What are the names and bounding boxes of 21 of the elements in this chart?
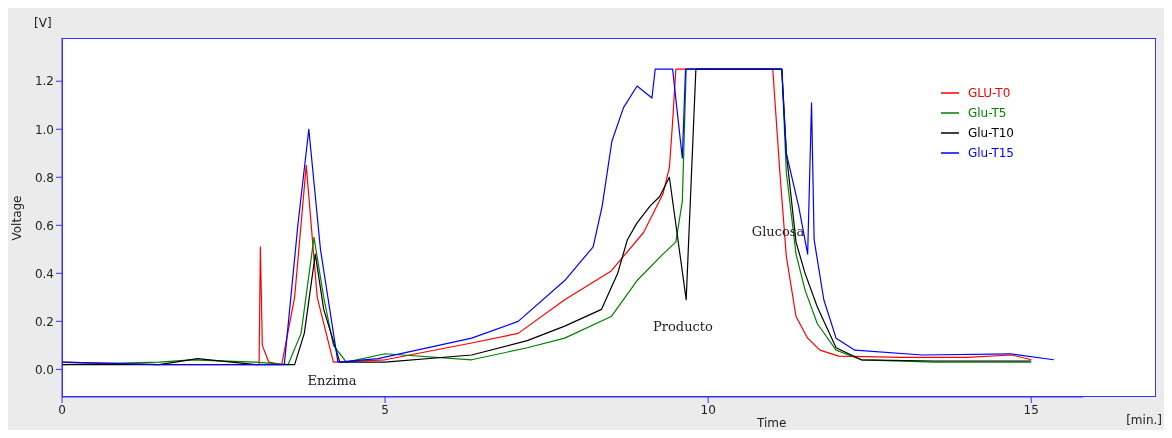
legend-label: Glu-T15 [967,146,1014,160]
legend-label: Glu-T10 [967,126,1014,140]
y-tick-label: 1.0 [34,122,54,137]
x-tick-label: 15 [1023,402,1039,417]
y-tick-label: 0.8 [34,170,54,185]
y-tick-label: 0.0 [34,362,54,377]
x-tick-label: 5 [381,402,389,417]
y-tick-label: 1.2 [34,74,54,89]
text: [min.] [1126,413,1162,427]
y-tick-label: 0.2 [34,314,54,329]
y-axis-title: Voltage [9,194,24,241]
legend-label: Glu-T5 [967,106,1007,120]
text: [V] [34,16,52,30]
y-tick-label: 0.6 [34,218,54,233]
x-tick-label: 0 [58,402,66,417]
annotation: Enzima [307,372,357,388]
legend-label: GLU-T0 [967,86,1011,100]
x-axis-title: Time [757,416,787,430]
annotation: Producto [653,318,713,334]
x-tick-label: 10 [700,402,716,417]
y-tick-label: 0.4 [34,266,54,281]
